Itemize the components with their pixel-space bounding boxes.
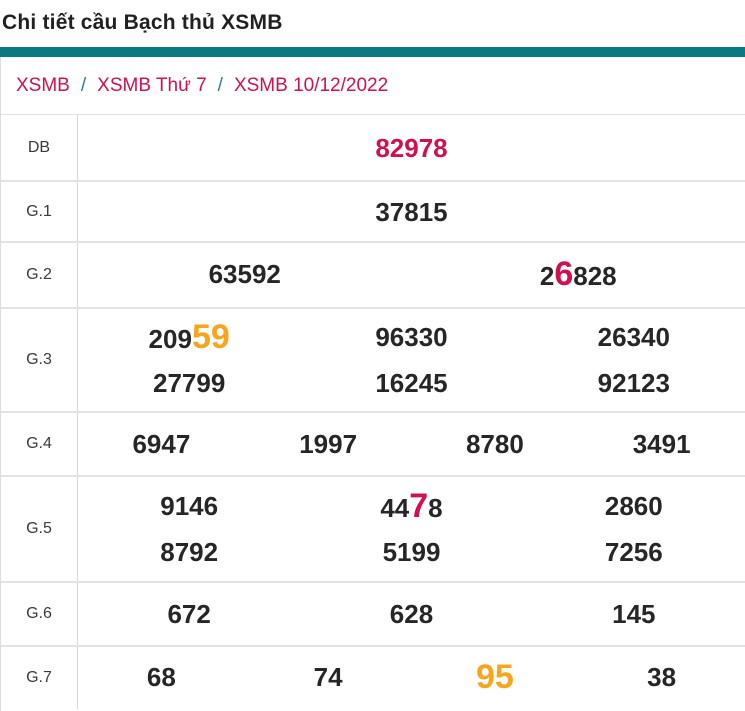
prize-number: 672: [78, 592, 300, 636]
digits: 37815: [375, 196, 448, 227]
prize-label: G.5: [1, 477, 78, 581]
digits: 74: [313, 662, 343, 692]
digits: 44: [380, 493, 410, 523]
prize-row-g6: G.6 672 628 145: [1, 583, 745, 647]
prize-number: 82978: [78, 126, 745, 170]
digits: 672: [167, 599, 211, 629]
content-box: XSMB / XSMB Thứ 7 / XSMB 10/12/2022 DB 82978 G…: [0, 57, 745, 711]
prize-number: 628: [300, 592, 522, 636]
breadcrumb: XSMB / XSMB Thứ 7 / XSMB 10/12/2022: [1, 57, 745, 115]
prize-number: 6947: [78, 422, 245, 466]
breadcrumb-separator: /: [217, 74, 223, 96]
digits: 26340: [597, 322, 670, 352]
breadcrumb-separator: /: [80, 74, 87, 96]
prize-number: 68: [78, 655, 245, 701]
breadcrumb-link-2[interactable]: XSMB 10/12/2022: [233, 74, 389, 96]
digits: 5199: [382, 537, 441, 567]
highlighted-digits: 6: [554, 255, 574, 293]
prize-number: 4478: [300, 484, 522, 530]
digits: 8780: [465, 429, 524, 459]
prize-row-g3: G.3 20959 96330 26340 27799 16245 92123: [1, 309, 745, 413]
prize-number: 37815: [78, 190, 745, 234]
digits: 2: [539, 261, 555, 291]
prize-number: 26828: [412, 252, 745, 298]
digits: 96330: [375, 322, 448, 352]
digits: 209: [148, 324, 192, 354]
breadcrumb-link-0[interactable]: XSMB: [16, 74, 70, 96]
prize-row-g2: G.2 63592 26828: [1, 243, 745, 309]
page-title: Chi tiết cầu Bạch thủ XSMB: [2, 11, 283, 34]
highlighted-digits: 95: [475, 658, 514, 696]
digits: 8792: [160, 537, 219, 567]
digits: 27799: [153, 368, 226, 398]
digits: 628: [389, 599, 434, 629]
prize-label: G.1: [1, 182, 78, 241]
digits: 2860: [604, 491, 663, 521]
prize-number: 38: [578, 655, 745, 701]
prize-number: 3491: [578, 422, 745, 466]
prize-label: G.2: [1, 243, 78, 307]
prize-number: 63592: [78, 252, 412, 298]
breadcrumb-link-1[interactable]: XSMB Thứ 7: [97, 74, 207, 96]
prize-table: DB 82978 G.1 37815 G.2 63592 26828 G.3 20959 9633…: [1, 115, 745, 709]
prize-number: 5199: [300, 530, 522, 574]
digits: 828: [573, 261, 617, 291]
prize-number: 8792: [78, 530, 300, 574]
prize-number: 92123: [523, 361, 745, 405]
prize-number: 95: [412, 655, 579, 701]
prize-number: 74: [245, 655, 412, 701]
accent-divider-bar: [0, 47, 745, 57]
prize-number: 27799: [78, 361, 300, 405]
digits: 92123: [597, 368, 670, 398]
highlighted-digits: 82978: [375, 132, 448, 163]
digits: 9146: [160, 491, 219, 521]
prize-number: 8780: [412, 422, 579, 466]
prize-number: 9146: [78, 484, 300, 530]
highlighted-digits: 59: [191, 318, 230, 356]
prize-number: 96330: [300, 315, 522, 361]
digits: 1997: [299, 429, 358, 459]
prize-label: G.4: [1, 413, 78, 475]
prize-number: 2860: [523, 484, 745, 530]
prize-row-db: DB 82978: [1, 115, 745, 182]
prize-number: 26340: [523, 315, 745, 361]
digits: 7256: [604, 537, 663, 567]
prize-number: 145: [523, 592, 745, 636]
prize-number: 1997: [245, 422, 412, 466]
prize-number: 16245: [300, 361, 522, 405]
digits: 3491: [632, 429, 691, 459]
prize-row-g5: G.5 9146 4478 2860 8792 5199 7256: [1, 477, 745, 583]
digits: 38: [647, 662, 677, 692]
digits: 8: [428, 493, 443, 523]
digits: 16245: [375, 368, 448, 398]
prize-label: G.7: [1, 647, 78, 709]
digits: 63592: [208, 259, 281, 289]
digits: 68: [146, 662, 176, 692]
prize-row-g4: G.4 6947 1997 8780 3491: [1, 413, 745, 477]
digits: 6947: [132, 429, 191, 459]
highlighted-digits: 7: [409, 487, 429, 525]
prize-label: G.6: [1, 583, 78, 645]
prize-row-g7: G.7 68 74 95 38: [1, 647, 745, 709]
prize-row-g1: G.1 37815: [1, 182, 745, 243]
prize-number: 7256: [523, 530, 745, 574]
prize-number: 20959: [78, 315, 300, 361]
prize-label: G.3: [1, 309, 78, 411]
digits: 145: [612, 599, 656, 629]
prize-label: DB: [1, 115, 78, 180]
